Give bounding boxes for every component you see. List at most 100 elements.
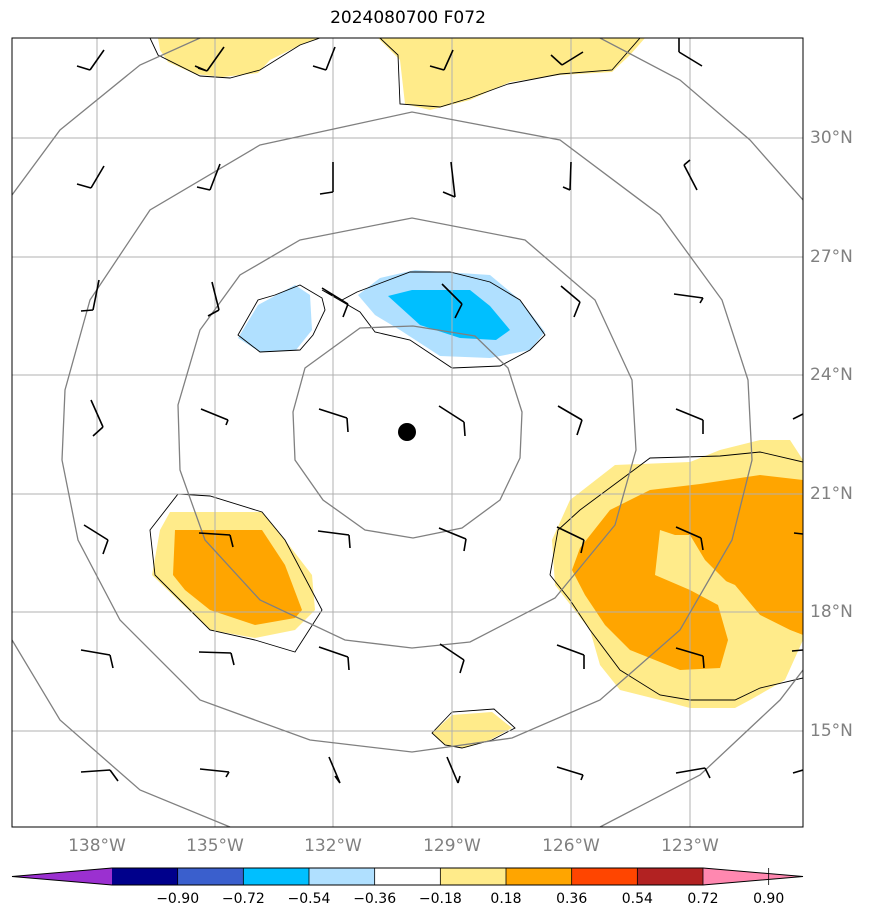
- wind-barb: [683, 159, 698, 191]
- range-ring: [61, 111, 753, 753]
- wind-barb: [673, 293, 704, 304]
- colorbar-tick-label: 0.54: [622, 891, 653, 907]
- wind-barb: [199, 768, 230, 778]
- lon-tick-label: 132°W: [304, 836, 362, 856]
- wind-barb: [562, 161, 572, 191]
- colorbar-segment: [374, 868, 441, 885]
- wind-barb: [80, 769, 119, 782]
- wind-barb: [556, 526, 585, 554]
- colorbar-segment: [309, 868, 376, 885]
- lon-tick-labels: 138°W 135°W 132°W 129°W 126°W 123°W: [68, 836, 719, 856]
- contour-fill-orange: [173, 530, 302, 625]
- wind-barb: [207, 281, 220, 317]
- wind-barb: [675, 767, 711, 779]
- colorbar: −0.90 −0.72 −0.54 −0.36 −0.18 0.18 0.36 0.54 0.7…: [11, 867, 804, 907]
- contour-lines: [149, 38, 803, 749]
- range-ring: [12, 639, 231, 827]
- wind-barb: [675, 647, 705, 669]
- wind-barb: [321, 287, 349, 318]
- wind-barb: [441, 283, 463, 319]
- wind-barb: [80, 279, 100, 312]
- range-rings: [12, 38, 803, 827]
- wind-barb: [442, 161, 456, 198]
- wind-barb: [675, 526, 704, 551]
- range-ring: [599, 38, 803, 201]
- colorbar-outline: [11, 867, 804, 886]
- contour-fill-yellow: [658, 535, 803, 650]
- colorbar-tick-label: 0.72: [687, 891, 718, 907]
- contour-fill-orange: [572, 475, 803, 670]
- wind-barb: [556, 766, 584, 781]
- colorbar-tick-label: −0.36: [353, 891, 396, 907]
- map-frame: [11, 37, 804, 828]
- wind-barb: [792, 413, 803, 420]
- wind-barb: [328, 756, 341, 784]
- wind-barb: [439, 643, 465, 674]
- colorbar-tick-label: −0.90: [156, 891, 199, 907]
- contour-fill-lightblue: [238, 285, 312, 352]
- wind-barb: [198, 651, 235, 666]
- chart-title: 2024080700 F072: [330, 8, 486, 28]
- contour-line: [321, 271, 546, 369]
- wind-barb: [90, 399, 104, 437]
- wind-barb: [429, 49, 454, 71]
- wind-barb: [446, 756, 461, 784]
- wind-barb: [791, 649, 803, 652]
- contour-fill-yellow: [378, 38, 645, 110]
- colorbar-segment: [177, 868, 244, 885]
- wind-barb: [312, 46, 336, 71]
- wind-barb: [318, 408, 349, 433]
- lat-tick-label: 21°N: [810, 484, 853, 504]
- wind-barb: [438, 527, 467, 552]
- contour-line: [549, 574, 803, 701]
- wind-barb: [560, 285, 581, 318]
- colorbar-tick-label: −0.54: [288, 891, 331, 907]
- colorbar-tick-label: −0.72: [222, 891, 265, 907]
- lon-tick-label: 135°W: [186, 836, 244, 856]
- wind-barb: [80, 649, 114, 669]
- lat-tick-label: 30°N: [810, 128, 853, 148]
- wind-barb: [76, 165, 105, 189]
- colorbar-tick-label: 0.18: [490, 891, 521, 907]
- filled-contours: [152, 38, 803, 748]
- contour-fill-blue: [388, 290, 510, 340]
- colorbar-segment: [440, 868, 507, 885]
- wind-barbs: [76, 38, 803, 784]
- colorbar-segment: [637, 868, 704, 885]
- wind-barb: [198, 532, 234, 548]
- contour-line: [549, 451, 803, 576]
- lon-tick-label: 138°W: [68, 836, 126, 856]
- contour-line: [379, 38, 641, 108]
- colorbar-segment: [243, 868, 310, 885]
- wind-barb: [792, 769, 803, 774]
- wind-barb: [83, 524, 109, 555]
- wind-barb: [318, 646, 350, 671]
- lat-tick-label: 18°N: [810, 602, 853, 622]
- wind-barb: [557, 405, 583, 436]
- wind-barb: [319, 162, 334, 195]
- wind-barb: [550, 51, 584, 66]
- lon-tick-label: 123°W: [661, 836, 719, 856]
- range-ring: [292, 325, 523, 539]
- colorbar-segment: [112, 868, 179, 885]
- wind-barb: [556, 644, 585, 669]
- lon-tick-label: 129°W: [423, 836, 481, 856]
- storm-center-marker: [398, 423, 416, 441]
- colorbar-extend-high: [703, 868, 803, 885]
- contour-line: [237, 284, 326, 353]
- colorbar-tick-label: 0.90: [753, 891, 784, 907]
- lat-tick-label: 15°N: [810, 721, 853, 741]
- colorbar-tick-label: 0.36: [556, 891, 587, 907]
- lat-tick-labels: 15°N 18°N 21°N 24°N 27°N 30°N: [810, 128, 853, 741]
- wind-barb: [200, 408, 229, 426]
- wind-barb: [194, 46, 225, 72]
- lon-tick-label: 126°W: [542, 836, 600, 856]
- contour-fill-yellow: [158, 38, 320, 77]
- wind-barb: [678, 38, 703, 67]
- wind-barb: [317, 530, 351, 549]
- colorbar-tick-label: −0.18: [419, 891, 462, 907]
- lat-tick-label: 24°N: [810, 365, 853, 385]
- wind-barb: [196, 163, 221, 191]
- range-ring: [12, 38, 201, 196]
